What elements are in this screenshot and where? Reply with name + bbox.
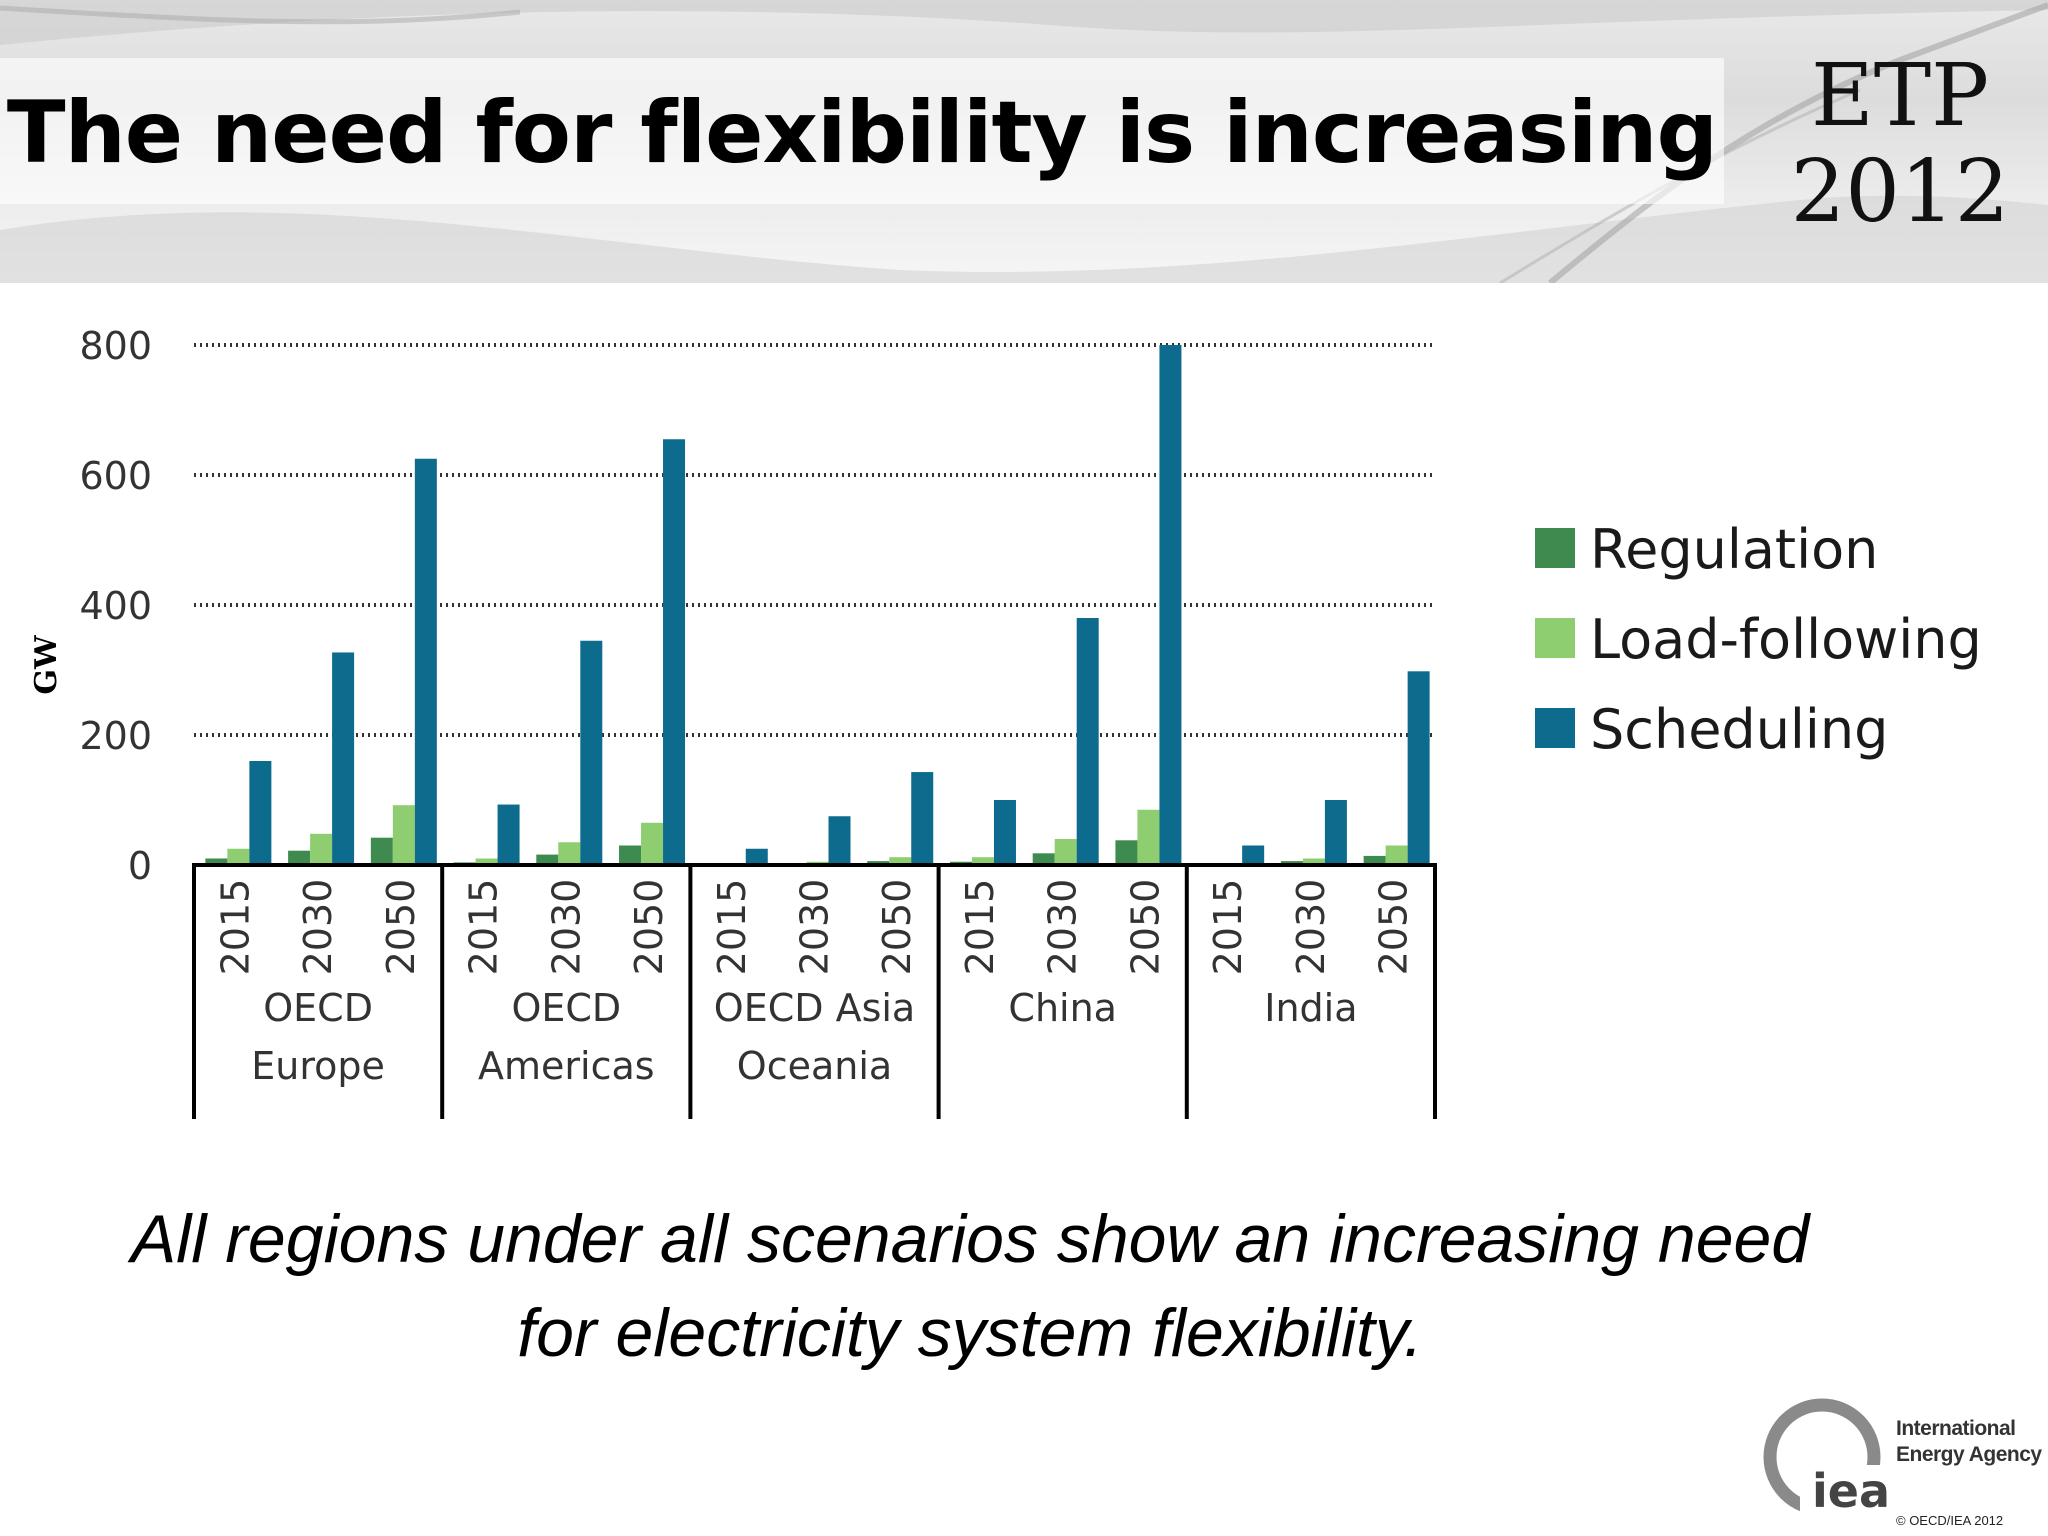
y-tick-label: 800 (79, 324, 152, 368)
bar-load-following (558, 842, 581, 865)
bar-regulation (205, 858, 228, 865)
bar-load-following (1054, 839, 1077, 865)
x-tick-label: 2030 (544, 879, 588, 976)
bar-load-following (392, 805, 415, 865)
group-label: OECD (511, 986, 621, 1030)
y-tick-label: 600 (79, 454, 152, 498)
group-label: China (1008, 986, 1117, 1030)
bar-regulation (536, 854, 559, 865)
legend-swatch-load-following (1535, 618, 1575, 658)
iea-wordmark: International Energy Agency (1896, 1416, 2042, 1468)
x-tick-label: 2050 (1123, 879, 1167, 976)
y-axis-label: GW (29, 634, 64, 695)
bar-load-following (227, 848, 250, 865)
copyright-notice: © OECD/IEA 2012 (1896, 1513, 2004, 1528)
legend-label: Scheduling (1590, 698, 1888, 761)
x-tick-label: 2030 (296, 879, 340, 976)
legend-label: Load-following (1590, 608, 1982, 671)
group-label: Oceania (737, 1044, 892, 1088)
y-tick-label: 200 (79, 714, 152, 758)
bar-regulation (1115, 840, 1138, 865)
bar-scheduling (1242, 845, 1265, 865)
iea-logo-mark: iea (1812, 1464, 1890, 1518)
x-tick-label: 2050 (627, 879, 671, 976)
bar-regulation (619, 845, 642, 865)
slide-caption: All regions under all scenarios show an … (40, 1192, 1900, 1380)
etp-badge-line1: ETP (1810, 46, 1989, 146)
x-tick-label: 2050 (379, 879, 423, 976)
bar-load-following (641, 822, 664, 865)
bar-load-following (1385, 845, 1408, 865)
x-tick-label: 2030 (793, 879, 837, 976)
bar-scheduling (332, 652, 355, 865)
bar-load-following (475, 858, 498, 865)
legend-label: Regulation (1590, 518, 1878, 581)
x-tick-label: 2015 (1206, 879, 1250, 976)
bar-scheduling (745, 848, 768, 865)
bar-scheduling (580, 640, 603, 865)
bar-regulation (1363, 855, 1386, 865)
x-tick-label: 2050 (875, 879, 919, 976)
caption-line2: for electricity system flexibility. (517, 1295, 1423, 1371)
group-label: India (1264, 986, 1357, 1030)
x-tick-label: 2030 (1041, 879, 1085, 976)
bar-scheduling (497, 804, 520, 865)
bar-scheduling (1407, 671, 1430, 865)
bar-scheduling (1159, 345, 1182, 865)
bar-scheduling (911, 772, 934, 865)
caption-line1: All regions under all scenarios show an … (130, 1201, 1810, 1277)
etp-badge: ETP 2012 (1760, 48, 2040, 240)
bar-regulation (370, 837, 393, 865)
y-tick-label: 400 (79, 584, 152, 628)
bar-load-following (889, 857, 912, 865)
group-label: Europe (251, 1044, 385, 1088)
x-tick-label: 2015 (213, 879, 257, 976)
bar-scheduling (828, 816, 851, 865)
bar-regulation (1032, 853, 1055, 865)
bar-load-following (310, 833, 333, 865)
bar-scheduling (1076, 618, 1099, 865)
x-tick-label: 2050 (1372, 879, 1416, 976)
title-band (0, 58, 1724, 204)
iea-logo-icon: iea (1763, 1398, 1890, 1521)
x-tick-label: 2015 (462, 879, 506, 976)
y-tick-label: 0 (128, 844, 152, 888)
group-label: OECD Asia (714, 986, 915, 1030)
group-label: Americas (478, 1044, 655, 1088)
etp-badge-line2: 2012 (1790, 142, 2010, 242)
bar-load-following (971, 857, 994, 865)
iea-wordmark-line2: Energy Agency (1896, 1443, 2042, 1466)
x-tick-label: 2015 (710, 879, 754, 976)
bar-scheduling (663, 439, 686, 865)
iea-wordmark-line1: International (1896, 1417, 2016, 1440)
x-tick-label: 2030 (1289, 879, 1333, 976)
legend-swatch-regulation (1535, 528, 1575, 568)
bar-scheduling (414, 458, 437, 865)
legend-swatch-scheduling (1535, 708, 1575, 748)
group-label: OECD (263, 986, 373, 1030)
slide-title: The need for flexibility is increasing (6, 83, 1718, 183)
bar-load-following (1302, 858, 1325, 865)
bar-scheduling (993, 800, 1016, 865)
bar-regulation (288, 850, 311, 865)
bar-scheduling (1324, 800, 1347, 865)
bar-scheduling (249, 761, 272, 865)
x-tick-label: 2015 (958, 879, 1002, 976)
bar-load-following (1137, 809, 1160, 865)
